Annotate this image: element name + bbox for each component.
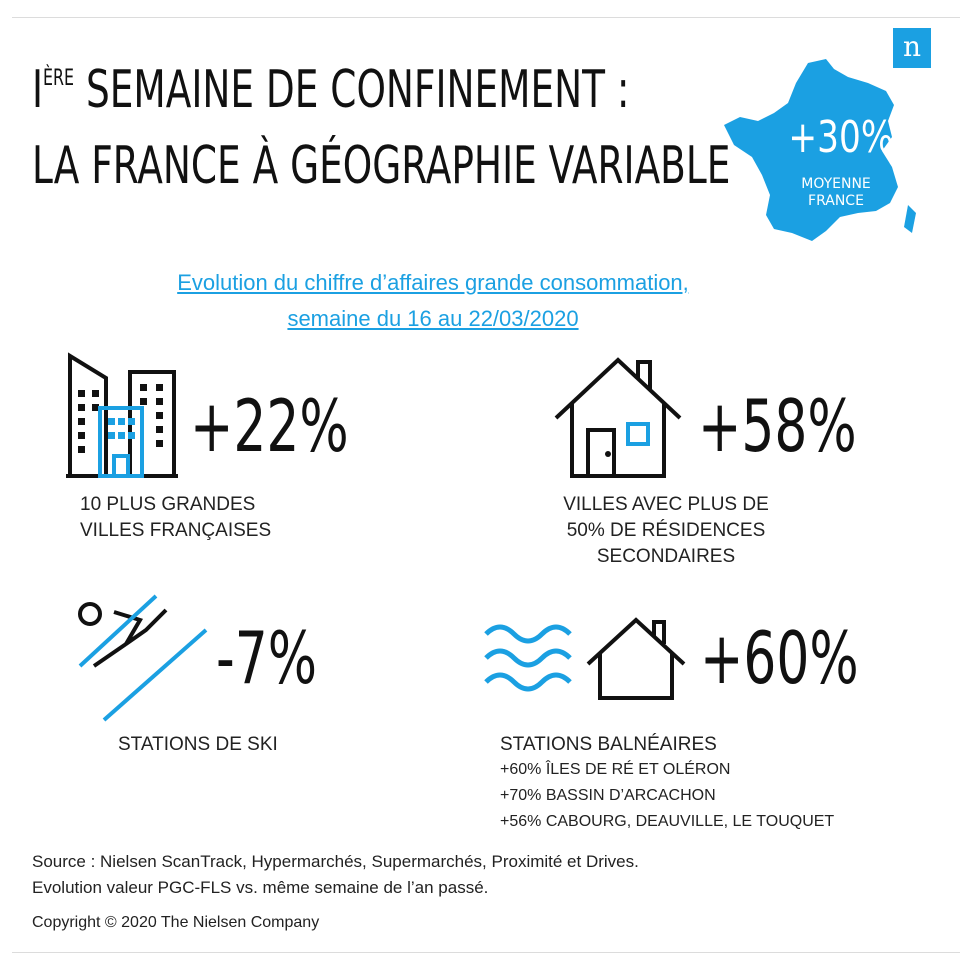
city-buildings-icon [66,352,178,478]
ski-label: STATIONS DE SKI [118,734,278,755]
second-homes-label: VILLES AVEC PLUS DE 50% DE RÉSIDENCES SECO… [563,494,769,567]
seaside-detail-1: +60% ÎLES DE RÉ ET OLÉRON [500,761,731,778]
seaside-value: +60% [700,616,859,700]
stat-big-cities-label: 10 PLUS GRANDES VILLES FRANÇAISES [80,494,272,541]
skier-icon [78,594,208,722]
seaside-detail-3: +56% CABOURG, DEAUVILLE, LE TOUQUET [500,813,835,830]
chart-subtitle-line2: semaine du 16 au 22/03/2020 [287,306,579,331]
source-line2: Evolution valeur PGC-FLS vs. même semain… [32,878,489,897]
seaside-detail-2: +70% BASSIN D’ARCACHON [500,787,716,804]
france-map-icon [724,59,916,241]
second-homes-value: +58% [698,384,857,468]
seaside-label: STATIONS BALNÉAIRES [500,734,717,755]
nielsen-logo-icon: n [893,28,931,68]
copyright: Copyright © 2020 The Nielsen Company [32,914,320,931]
source-line1: Source : Nielsen ScanTrack, Hypermarchés… [32,852,639,871]
page-title-line1: IÈRE SEMAINE DE CONFINEMENT : [32,60,630,120]
chart-subtitle-line1: Evolution du chiffre d’affaires grande c… [177,270,689,295]
france-average-label: MOYENNE FRANCE [801,176,871,209]
france-average-value: +30% [788,112,894,163]
ski-value: -7% [216,616,317,700]
top-rule [12,17,960,18]
page-title-line2: LA FRANCE À GÉOGRAPHIE VARIABLE [32,136,731,196]
house-icon [554,357,682,478]
bottom-rule [12,952,960,953]
beach-house-waves-icon [484,617,686,700]
stat-big-cities-value: +22% [190,384,349,468]
